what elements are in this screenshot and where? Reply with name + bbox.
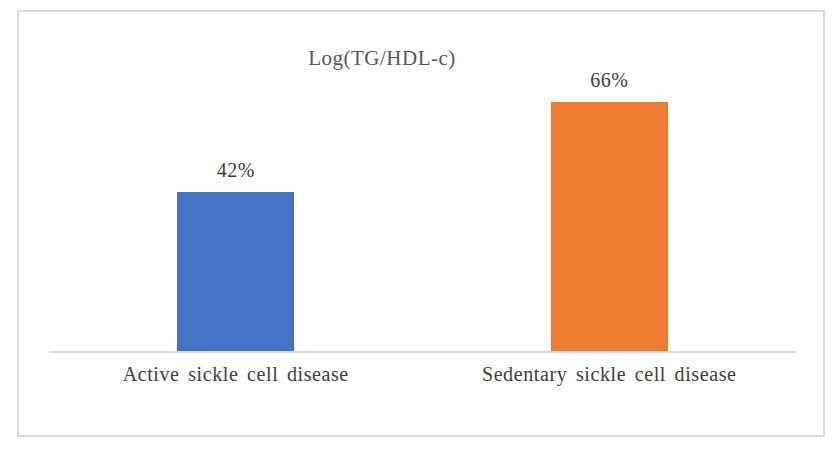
bar-group-sedentary: 66% <box>423 12 797 351</box>
bar <box>551 102 668 352</box>
category-label: Active sickle cell disease <box>49 362 423 386</box>
category-label: Sedentary sickle cell disease <box>423 362 797 386</box>
category-axis: Active sickle cell disease Sedentary sic… <box>49 362 796 386</box>
plot-area: 42% 66% <box>49 12 796 351</box>
value-label: 42% <box>217 158 255 182</box>
bar-group-active: 42% <box>49 12 423 351</box>
chart-canvas: Log(TG/HDL-c) 42% 66% Active sickle cell… <box>0 0 840 450</box>
value-label: 66% <box>590 68 628 92</box>
x-axis-line <box>49 351 796 353</box>
bar <box>177 192 294 351</box>
chart-frame: Log(TG/HDL-c) 42% 66% Active sickle cell… <box>17 10 825 437</box>
